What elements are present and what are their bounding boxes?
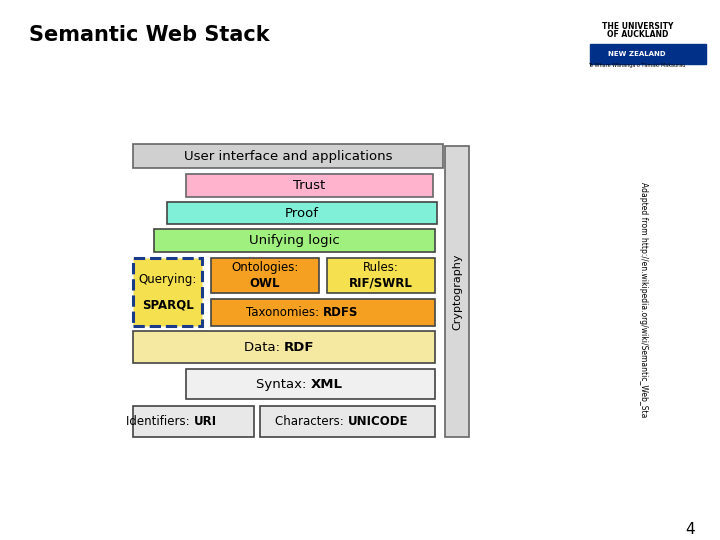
Text: SPARQL: SPARQL xyxy=(142,299,194,312)
Text: Te Whare Wānanga o Tāmaki Makaurau: Te Whare Wānanga o Tāmaki Makaurau xyxy=(588,63,686,68)
Text: Proof: Proof xyxy=(285,207,319,220)
Text: OF AUCKLAND: OF AUCKLAND xyxy=(606,30,668,39)
Text: RDFS: RDFS xyxy=(323,306,359,319)
Text: Data:: Data: xyxy=(244,341,284,354)
Text: 4: 4 xyxy=(685,522,695,537)
Text: UNICODE: UNICODE xyxy=(348,415,408,428)
Text: Characters:: Characters: xyxy=(275,415,348,428)
FancyBboxPatch shape xyxy=(210,258,319,293)
Text: RDF: RDF xyxy=(284,341,315,354)
Text: XML: XML xyxy=(310,377,343,390)
Text: Ontologies:: Ontologies: xyxy=(231,261,298,274)
Text: NEW ZEALAND: NEW ZEALAND xyxy=(608,51,666,57)
Text: Rules:: Rules: xyxy=(363,261,399,274)
Text: Cryptography: Cryptography xyxy=(452,253,462,330)
Text: THE UNIVERSITY: THE UNIVERSITY xyxy=(601,23,673,31)
FancyBboxPatch shape xyxy=(186,369,436,400)
FancyBboxPatch shape xyxy=(153,230,436,252)
Text: Querying:: Querying: xyxy=(139,273,197,286)
Bar xyxy=(590,44,706,64)
Text: Identifiers:: Identifiers: xyxy=(126,415,194,428)
Text: URI: URI xyxy=(194,415,217,428)
FancyBboxPatch shape xyxy=(210,299,436,326)
Text: Adapted from http://en.wikipedia.org/wiki/Semantic_Web_Sta: Adapted from http://en.wikipedia.org/wik… xyxy=(639,182,648,417)
FancyBboxPatch shape xyxy=(167,202,436,225)
FancyBboxPatch shape xyxy=(444,146,469,437)
Text: Trust: Trust xyxy=(294,179,325,192)
FancyBboxPatch shape xyxy=(133,406,254,437)
FancyBboxPatch shape xyxy=(133,258,202,326)
Text: Semantic Web Stack: Semantic Web Stack xyxy=(29,25,269,45)
FancyBboxPatch shape xyxy=(133,144,443,168)
FancyBboxPatch shape xyxy=(133,331,436,363)
FancyBboxPatch shape xyxy=(260,406,436,437)
FancyBboxPatch shape xyxy=(327,258,436,293)
Bar xyxy=(554,7,713,48)
Text: Taxonomies:: Taxonomies: xyxy=(246,306,323,319)
Text: RIF/SWRL: RIF/SWRL xyxy=(349,277,413,290)
FancyBboxPatch shape xyxy=(186,174,433,197)
Text: Syntax:: Syntax: xyxy=(256,377,310,390)
Text: Unifying logic: Unifying logic xyxy=(249,234,340,247)
Text: OWL: OWL xyxy=(249,277,280,290)
Text: User interface and applications: User interface and applications xyxy=(184,150,392,163)
